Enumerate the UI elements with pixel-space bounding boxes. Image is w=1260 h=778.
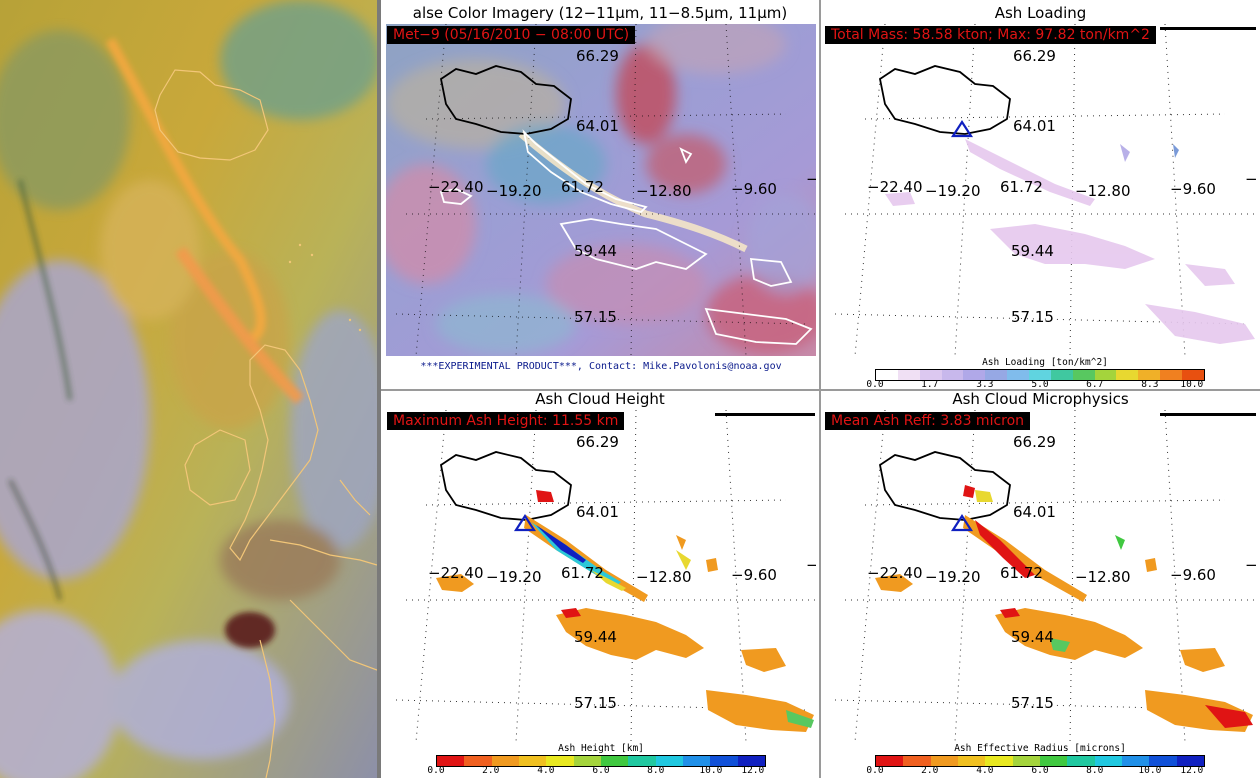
svg-text:59.44: 59.44 xyxy=(1011,242,1054,260)
svg-text:61.72: 61.72 xyxy=(561,564,604,582)
ash-height-colorbar-ticks: 0.0 2.0 4.0 6.0 8.0 10.0 12.0 xyxy=(427,765,766,777)
svg-text:64.01: 64.01 xyxy=(1013,117,1056,135)
ash-height-colorbar-title: Ash Height [km] xyxy=(558,743,644,754)
tick-label: 10.0 xyxy=(1180,379,1204,390)
svg-text:−6: −6 xyxy=(1245,170,1257,188)
experimental-product-note: ***EXPERIMENTAL PRODUCT***, Contact: Mik… xyxy=(420,361,782,372)
tick-label: 4.0 xyxy=(976,765,994,776)
ash-loading-colorbar-title: Ash Loading [ton/km^2] xyxy=(982,357,1108,368)
tick-label: 10.0 xyxy=(1138,765,1162,776)
svg-text:−22.40: −22.40 xyxy=(867,564,923,582)
tick-label: 8.3 xyxy=(1141,379,1159,390)
ash-micro-map: 66.29 64.01 61.72 59.44 57.15 −22.40 −19… xyxy=(834,410,1257,742)
ash-micro-colorbar-ticks: 0.0 2.0 4.0 6.0 8.0 10.0 12.0 xyxy=(866,765,1205,777)
tick-label: 8.0 xyxy=(647,765,665,776)
svg-text:−19.20: −19.20 xyxy=(925,182,981,200)
svg-text:57.15: 57.15 xyxy=(574,308,617,326)
svg-text:−12.80: −12.80 xyxy=(1075,568,1131,586)
svg-text:64.01: 64.01 xyxy=(576,503,619,521)
false-color-panel-title: alse Color Imagery (12−11μm, 11−8.5μm, 1… xyxy=(412,4,788,22)
ash-micro-title-bar xyxy=(1160,413,1256,416)
svg-text:−22.40: −22.40 xyxy=(428,564,484,582)
svg-text:−6: −6 xyxy=(806,170,816,188)
tick-label: 6.7 xyxy=(1086,379,1104,390)
ash-loading-total-mass-label: Total Mass: 58.58 kton; Max: 97.82 ton/k… xyxy=(825,26,1156,44)
max-ash-height-label: Maximum Ash Height: 11.55 km xyxy=(387,412,625,430)
svg-text:66.29: 66.29 xyxy=(576,433,619,451)
mean-ash-reff-label: Mean Ash Reff: 3.83 micron xyxy=(825,412,1031,430)
svg-text:61.72: 61.72 xyxy=(1000,178,1043,196)
svg-text:57.15: 57.15 xyxy=(1011,308,1054,326)
ash-micro-colorbar xyxy=(875,755,1205,767)
ash-height-panel-title: Ash Cloud Height xyxy=(535,390,665,408)
svg-text:61.72: 61.72 xyxy=(1000,564,1043,582)
svg-text:−19.20: −19.20 xyxy=(925,568,981,586)
svg-text:59.44: 59.44 xyxy=(574,628,617,646)
svg-text:66.29: 66.29 xyxy=(576,47,619,65)
svg-text:−9.60: −9.60 xyxy=(1170,566,1216,584)
svg-text:59.44: 59.44 xyxy=(1011,628,1054,646)
tick-label: 6.0 xyxy=(1031,765,1049,776)
svg-text:−6: −6 xyxy=(1245,556,1257,574)
ash-loading-colorbar xyxy=(875,369,1205,381)
svg-text:66.29: 66.29 xyxy=(1013,433,1056,451)
svg-text:64.01: 64.01 xyxy=(1013,503,1056,521)
ash-micro-panel-title: Ash Cloud Microphysics xyxy=(952,390,1129,408)
tick-label: 12.0 xyxy=(741,765,765,776)
svg-text:−9.60: −9.60 xyxy=(1170,180,1216,198)
tick-label: 5.0 xyxy=(1031,379,1049,390)
svg-text:−12.80: −12.80 xyxy=(636,182,692,200)
svg-text:64.01: 64.01 xyxy=(576,117,619,135)
left-false-color-satellite-image xyxy=(0,0,377,778)
ash-height-colorbar xyxy=(436,755,766,767)
svg-text:57.15: 57.15 xyxy=(574,694,617,712)
tick-label: 12.0 xyxy=(1180,765,1204,776)
svg-text:−9.60: −9.60 xyxy=(731,180,777,198)
tick-label: 6.0 xyxy=(592,765,610,776)
left-divider xyxy=(377,0,381,778)
tick-label: 2.0 xyxy=(921,765,939,776)
tick-label: 2.0 xyxy=(482,765,500,776)
ash-loading-panel-title: Ash Loading xyxy=(994,4,1087,22)
ash-height-map: 66.29 64.01 61.72 59.44 57.15 −22.40 −19… xyxy=(395,410,816,742)
svg-text:−19.20: −19.20 xyxy=(486,568,542,586)
tick-label: 8.0 xyxy=(1086,765,1104,776)
horizontal-divider xyxy=(381,389,1260,391)
false-color-date-label: Met−9 (05/16/2010 − 08:00 UTC) xyxy=(387,26,636,44)
ash-height-title-bar xyxy=(715,413,815,416)
tick-label: 10.0 xyxy=(699,765,723,776)
svg-text:57.15: 57.15 xyxy=(1011,694,1054,712)
false-color-map: 66.29 64.01 61.72 59.44 57.15 −22.40 −19… xyxy=(386,24,816,356)
ash-micro-colorbar-title: Ash Effective Radius [microns] xyxy=(954,743,1126,754)
tick-label: 0.0 xyxy=(866,379,884,390)
svg-text:−6: −6 xyxy=(806,556,816,574)
tick-label: 4.0 xyxy=(537,765,555,776)
ash-loading-map: 66.29 64.01 61.72 59.44 57.15 −22.40 −19… xyxy=(834,24,1257,356)
svg-text:−12.80: −12.80 xyxy=(1075,182,1131,200)
ash-loading-title-bar xyxy=(1160,27,1256,30)
tick-label: 1.7 xyxy=(921,379,939,390)
svg-text:−22.40: −22.40 xyxy=(867,178,923,196)
ash-loading-colorbar-ticks: 0.0 1.7 3.3 5.0 6.7 8.3 10.0 xyxy=(866,379,1205,391)
svg-text:−19.20: −19.20 xyxy=(486,182,542,200)
tick-label: 0.0 xyxy=(866,765,884,776)
svg-text:59.44: 59.44 xyxy=(574,242,617,260)
svg-text:61.72: 61.72 xyxy=(561,178,604,196)
svg-text:66.29: 66.29 xyxy=(1013,47,1056,65)
svg-text:−22.40: −22.40 xyxy=(428,178,484,196)
tick-label: 3.3 xyxy=(976,379,994,390)
svg-text:−12.80: −12.80 xyxy=(636,568,692,586)
tick-label: 0.0 xyxy=(427,765,445,776)
svg-text:−9.60: −9.60 xyxy=(731,566,777,584)
